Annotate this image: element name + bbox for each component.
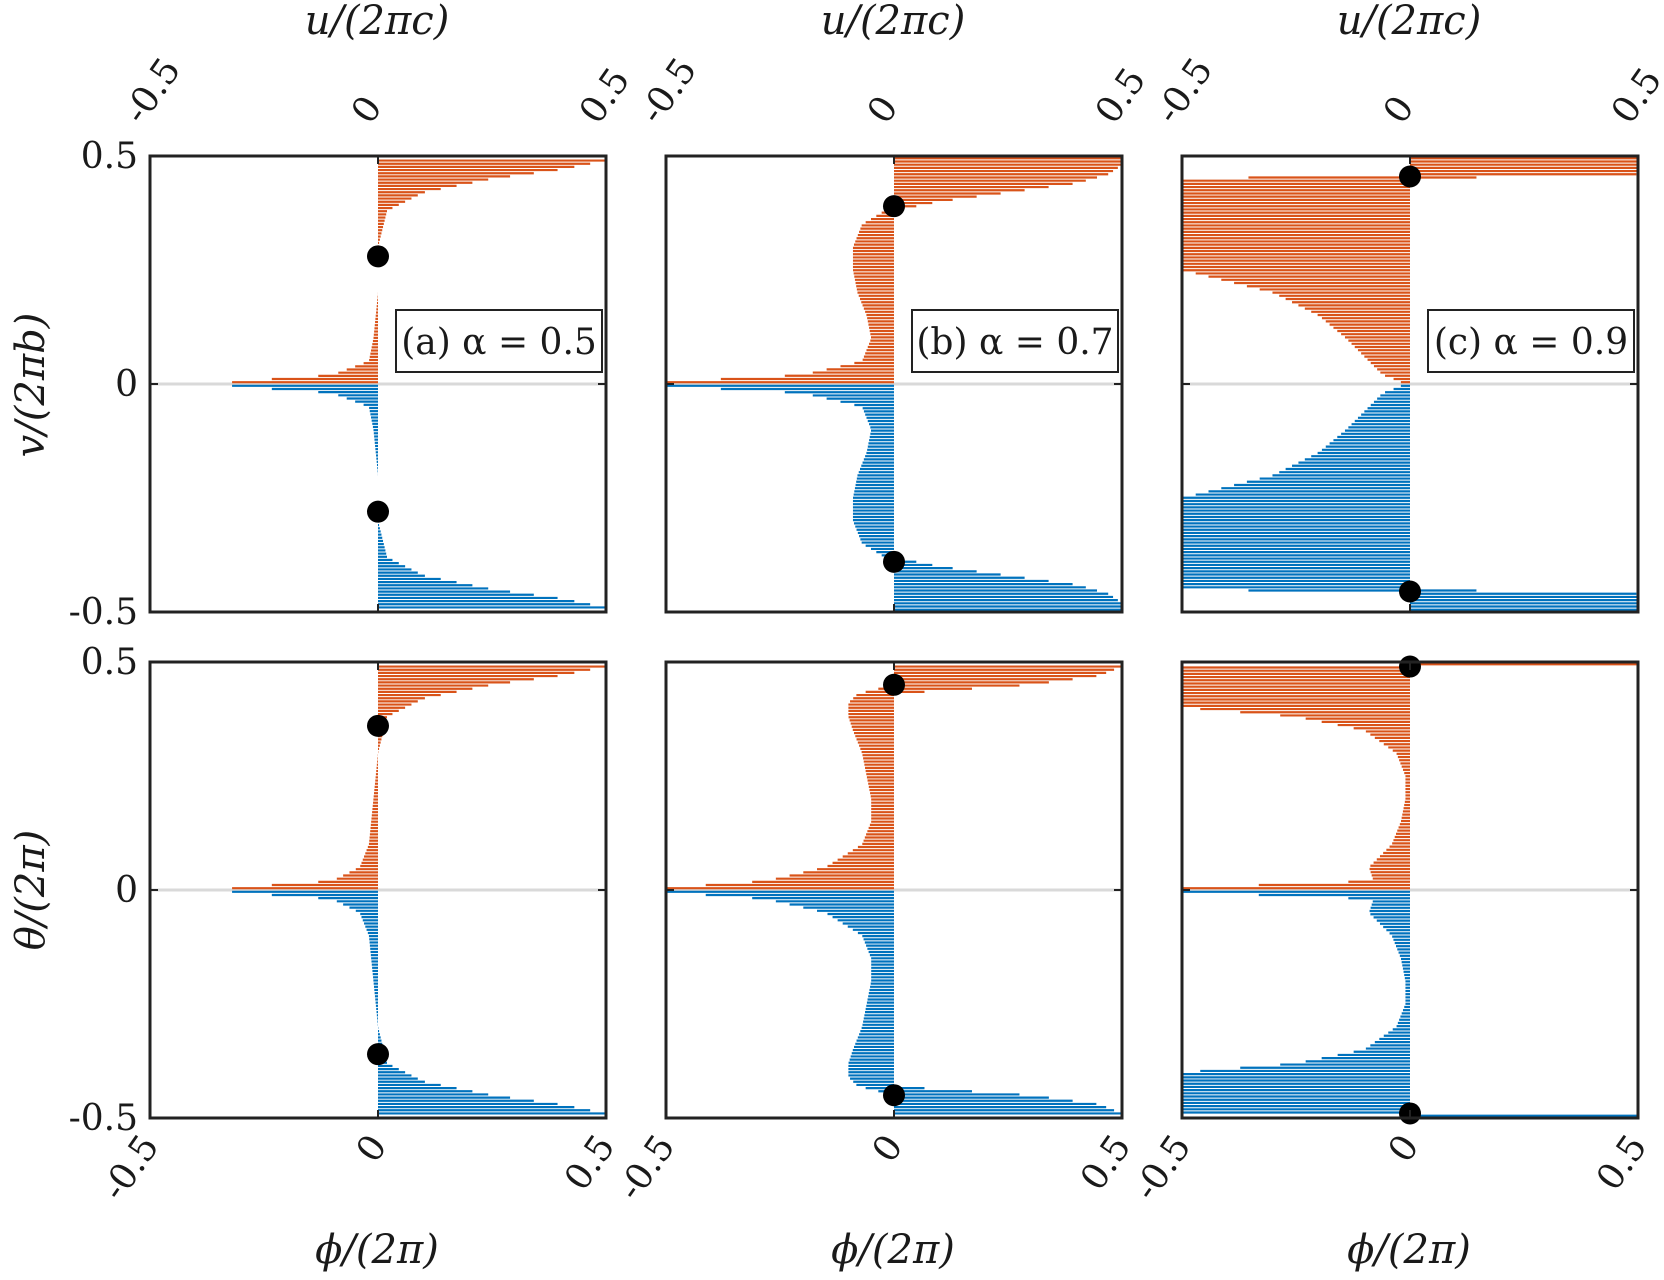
panel-bottom-a: -0.5 0 0.50.50-0.5 <box>69 642 624 1208</box>
marker-point <box>883 673 905 696</box>
x-tick-label: 0.5 <box>572 61 638 131</box>
y-tick-label: 0.5 <box>81 136 138 177</box>
series-orange <box>666 157 1122 384</box>
series-orange <box>232 665 606 890</box>
y-tick-label: -0.5 <box>69 1098 138 1139</box>
x-tick-label: 0 <box>1381 1128 1428 1170</box>
top-axis-label-a: u/(2πc) <box>305 0 450 44</box>
x-tick-label: 0 <box>344 89 391 131</box>
marker-point <box>883 550 905 573</box>
x-tick-label: -0.5 <box>94 1128 167 1208</box>
series-blue <box>1182 384 1638 611</box>
x-tick-label: 0 <box>349 1128 396 1170</box>
panel-top-b: -0.5 0 0.5 (b) α = 0.7 <box>632 51 1154 614</box>
bottom-axis-label-a: ϕ/(2π) <box>315 1227 439 1273</box>
figure-labels: u/(2πc) u/(2πc) u/(2πc) ϕ/(2π) ϕ/(2π) ϕ/… <box>8 0 1481 1273</box>
left-axis-label-bottom: θ/(2π) <box>8 830 54 951</box>
marker-point <box>367 714 389 737</box>
marker-point <box>883 1084 905 1107</box>
x-tick-label: 0.5 <box>1604 61 1664 131</box>
marker-point <box>1399 580 1421 603</box>
bottom-axis-label-b: ϕ/(2π) <box>831 1227 955 1273</box>
marker-point <box>367 245 389 268</box>
y-tick-label: 0.5 <box>81 642 138 683</box>
series-orange <box>232 159 606 384</box>
top-axis-label-b: u/(2πc) <box>821 0 966 44</box>
panel-top-a: -0.5 0 0.5 0.5 0 -0.5 (a) α = 0.5 <box>69 51 639 633</box>
bottom-axis-label-c: ϕ/(2π) <box>1347 1227 1471 1273</box>
panel-top-c: -0.5 0 0.5 (c) α = 0.9 <box>1148 51 1664 614</box>
marker-point <box>883 195 905 218</box>
panel-label: (c) α = 0.9 <box>1434 322 1628 363</box>
panel-label-box <box>1427 309 1635 373</box>
series-blue <box>232 384 606 609</box>
marker-point <box>1399 165 1421 188</box>
x-tick-label: 0.5 <box>1088 61 1154 131</box>
panel-bottom-c: -0.5 0 0.5 <box>1126 655 1655 1208</box>
series-orange <box>1182 157 1638 384</box>
series-blue <box>666 384 1122 611</box>
x-tick-label: -0.5 <box>610 1128 683 1208</box>
panel-label: (b) α = 0.7 <box>916 322 1113 363</box>
x-tick-label: 0 <box>865 1128 912 1170</box>
x-tick-label: -0.5 <box>632 51 705 131</box>
panel-label: (a) α = 0.5 <box>401 322 597 363</box>
y-tick-label: 0 <box>115 364 138 405</box>
x-tick-label: -0.5 <box>1148 51 1221 131</box>
top-axis-label-c: u/(2πc) <box>1337 0 1482 44</box>
marker-point <box>367 1043 389 1066</box>
left-axis-label-top: v/(2πb) <box>8 313 54 458</box>
series-blue <box>1182 890 1638 1117</box>
x-tick-label: -0.5 <box>116 51 189 131</box>
panel-label-box <box>911 309 1119 373</box>
series-blue <box>666 890 1122 1115</box>
x-tick-label: 0.5 <box>1589 1128 1655 1198</box>
panels: -0.5 0 0.5 0.5 0 -0.5 (a) α = 0.5 -0.5 0 0.5 (b) α… <box>69 51 1664 1208</box>
series-blue <box>232 890 606 1115</box>
x-tick-label: 0 <box>1376 89 1423 131</box>
marker-point <box>367 500 389 523</box>
panel-label-box <box>395 309 603 373</box>
x-tick-label: -0.5 <box>1126 1128 1199 1208</box>
panel-bottom-b: -0.5 0 0.5 <box>610 660 1139 1208</box>
y-tick-label: 0 <box>115 870 138 911</box>
x-tick-label: 0 <box>860 89 907 131</box>
y-tick-label: -0.5 <box>69 592 138 633</box>
series-orange <box>1182 663 1638 890</box>
